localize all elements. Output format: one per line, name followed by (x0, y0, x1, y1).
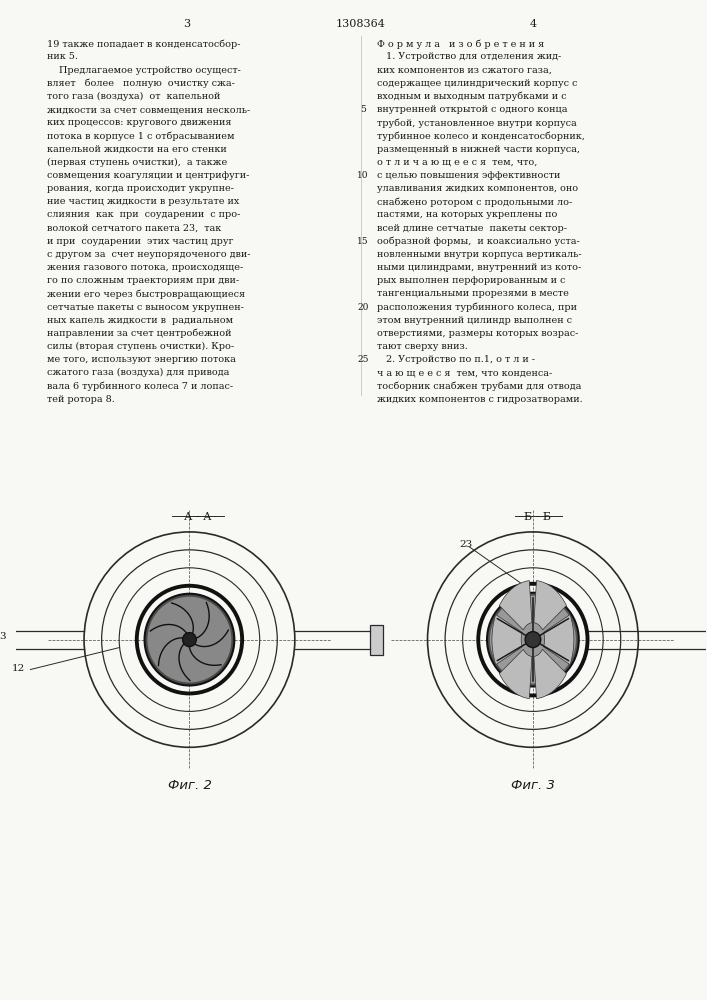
Text: с целью повышения эффективности: с целью повышения эффективности (377, 171, 560, 180)
Text: 10: 10 (357, 171, 369, 180)
Text: ких процессов: кругового движения: ких процессов: кругового движения (47, 118, 231, 127)
Text: жении его через быстровращающиеся: жении его через быстровращающиеся (47, 289, 245, 299)
Wedge shape (492, 615, 522, 665)
Ellipse shape (148, 597, 231, 682)
Text: этом внутренний цилиндр выполнен с: этом внутренний цилиндр выполнен с (377, 316, 572, 325)
Text: турбинное колесо и конденсатосборник,: турбинное колесо и конденсатосборник, (377, 131, 585, 141)
Bar (370, 625, 382, 655)
Text: ч а ю щ е е с я  тем, что конденса-: ч а ю щ е е с я тем, что конденса- (377, 368, 552, 377)
Text: рых выполнен перфорированным и с: рых выполнен перфорированным и с (377, 276, 565, 285)
Text: 4: 4 (530, 19, 537, 29)
Text: вляет   более   полную  очистку сжа-: вляет более полную очистку сжа- (47, 79, 235, 88)
Ellipse shape (182, 633, 197, 647)
Text: входным и выходным патрубками и с: входным и выходным патрубками и с (377, 92, 566, 101)
Text: жидкости за счет совмещения несколь-: жидкости за счет совмещения несколь- (47, 105, 250, 114)
Text: содержащее цилиндрический корпус с: содержащее цилиндрический корпус с (377, 79, 577, 88)
Text: 5: 5 (360, 105, 366, 114)
Text: всей длине сетчатые  пакеты сектор-: всей длине сетчатые пакеты сектор- (377, 224, 567, 233)
Text: жения газового потока, происходяще-: жения газового потока, происходяще- (47, 263, 243, 272)
Text: Фиг. 3: Фиг. 3 (511, 779, 555, 792)
Ellipse shape (490, 596, 575, 683)
Text: ние частиц жидкости в результате их: ние частиц жидкости в результате их (47, 197, 239, 206)
Text: 15: 15 (357, 237, 369, 246)
Text: Предлагаемое устройство осущест-: Предлагаемое устройство осущест- (47, 66, 241, 75)
Text: ме того, используют энергию потока: ме того, используют энергию потока (47, 355, 236, 364)
Text: совмещения коагуляции и центрифуги-: совмещения коагуляции и центрифуги- (47, 171, 250, 180)
Wedge shape (499, 581, 532, 630)
Ellipse shape (144, 594, 234, 685)
Text: расположения турбинного колеса, при: расположения турбинного колеса, при (377, 303, 577, 312)
Text: 1. Устройство для отделения жид-: 1. Устройство для отделения жид- (377, 52, 561, 61)
Wedge shape (499, 649, 532, 699)
Text: и при  соударении  этих частиц друг: и при соударении этих частиц друг (47, 237, 233, 246)
Text: ник 5.: ник 5. (47, 52, 78, 61)
Text: ными цилиндрами, внутренний из кото-: ными цилиндрами, внутренний из кото- (377, 263, 581, 272)
Text: ообразной формы,  и коаксиально уста-: ообразной формы, и коаксиально уста- (377, 237, 580, 246)
Text: Ф о р м у л а   и з о б р е т е н и я: Ф о р м у л а и з о б р е т е н и я (377, 39, 544, 49)
Text: 1308364: 1308364 (335, 19, 385, 29)
Text: о т л и ч а ю щ е е с я  тем, что,: о т л и ч а ю щ е е с я тем, что, (377, 158, 537, 167)
Text: 25: 25 (357, 355, 369, 364)
Text: тосборник снабжен трубами для отвода: тосборник снабжен трубами для отвода (377, 382, 581, 391)
Text: 23: 23 (460, 540, 473, 549)
Text: 3: 3 (183, 19, 190, 29)
Text: ных капель жидкости в  радиальном: ных капель жидкости в радиальном (47, 316, 233, 325)
Text: вала 6 турбинного колеса 7 и лопас-: вала 6 турбинного колеса 7 и лопас- (47, 382, 233, 391)
Text: размещенный в нижней части корпуса,: размещенный в нижней части корпуса, (377, 145, 580, 154)
Text: рования, когда происходит укрупне-: рования, когда происходит укрупне- (47, 184, 234, 193)
Wedge shape (534, 581, 566, 630)
Text: 20: 20 (358, 303, 369, 312)
Text: жидких компонентов с гидрозатворами.: жидких компонентов с гидрозатворами. (377, 395, 583, 404)
Text: с другом за  счет неупорядоченого дви-: с другом за счет неупорядоченого дви- (47, 250, 250, 259)
Text: сжатого газа (воздуха) для привода: сжатого газа (воздуха) для привода (47, 368, 229, 377)
Text: Фиг. 2: Фиг. 2 (168, 779, 211, 792)
Text: (первая ступень очистки),  а также: (первая ступень очистки), а также (47, 158, 227, 167)
Text: го по сложным траекториям при дви-: го по сложным траекториям при дви- (47, 276, 239, 285)
Text: внутренней открытой с одного конца: внутренней открытой с одного конца (377, 105, 567, 114)
Bar (0, 618, 4, 662)
Text: потока в корпусе 1 с отбрасыванием: потока в корпусе 1 с отбрасыванием (47, 131, 235, 141)
Text: тают сверху вниз.: тают сверху вниз. (377, 342, 467, 351)
Text: 19 также попадает в конденсатосбор-: 19 также попадает в конденсатосбор- (47, 39, 240, 49)
Text: тангенциальными прорезями в месте: тангенциальными прорезями в месте (377, 289, 568, 298)
Ellipse shape (487, 593, 579, 686)
Text: Б - Б: Б - Б (525, 512, 551, 522)
Text: 12: 12 (12, 664, 25, 673)
Text: сетчатые пакеты с выносом укрупнен-: сетчатые пакеты с выносом укрупнен- (47, 303, 244, 312)
Text: тей ротора 8.: тей ротора 8. (47, 395, 115, 404)
Text: ких компонентов из сжатого газа,: ких компонентов из сжатого газа, (377, 66, 551, 75)
Text: капельной жидкости на его стенки: капельной жидкости на его стенки (47, 145, 227, 154)
Text: А - А: А - А (184, 512, 211, 522)
Ellipse shape (525, 632, 541, 648)
Text: 2. Устройство по п.1, о т л и -: 2. Устройство по п.1, о т л и - (377, 355, 534, 364)
Text: улавливания жидких компонентов, оно: улавливания жидких компонентов, оно (377, 184, 578, 193)
Text: отверстиями, размеры которых возрас-: отверстиями, размеры которых возрас- (377, 329, 578, 338)
Text: волокой сетчатого пакета 23,  так: волокой сетчатого пакета 23, так (47, 224, 221, 233)
Text: слияния  как  при  соударении  с про-: слияния как при соударении с про- (47, 210, 240, 219)
Text: снабжено ротором с продольными ло-: снабжено ротором с продольными ло- (377, 197, 572, 207)
Wedge shape (544, 615, 574, 665)
Text: пастями, на которых укреплены по: пастями, на которых укреплены по (377, 210, 557, 219)
Text: трубой, установленное внутри корпуса: трубой, установленное внутри корпуса (377, 118, 576, 128)
Text: того газа (воздуха)  от  капельной: того газа (воздуха) от капельной (47, 92, 221, 101)
Text: новленными внутри корпуса вертикаль-: новленными внутри корпуса вертикаль- (377, 250, 581, 259)
Wedge shape (534, 649, 566, 699)
Text: направлении за счет центробежной: направлении за счет центробежной (47, 329, 231, 338)
Text: силы (вторая ступень очистки). Кро-: силы (вторая ступень очистки). Кро- (47, 342, 234, 351)
Text: 3: 3 (0, 632, 6, 641)
